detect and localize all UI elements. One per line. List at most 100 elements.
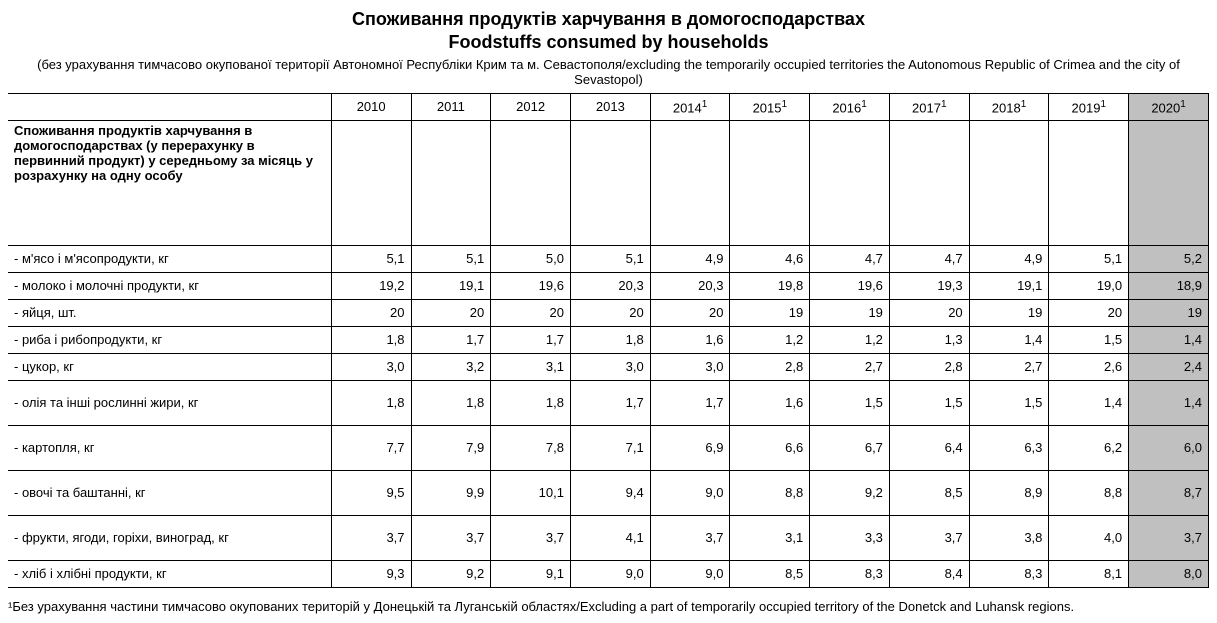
data-cell: 5,0 [491, 245, 571, 272]
data-cell: 7,9 [411, 425, 491, 470]
data-cell: 1,2 [730, 326, 810, 353]
data-cell: 9,1 [491, 560, 571, 587]
data-cell: 19,8 [730, 272, 810, 299]
data-cell: 3,7 [331, 515, 411, 560]
data-cell: 19,3 [889, 272, 969, 299]
row-label: - цукор, кг [8, 353, 331, 380]
row-label: - риба і рибопродукти, кг [8, 326, 331, 353]
data-cell: 3,0 [650, 353, 730, 380]
data-cell: 9,0 [570, 560, 650, 587]
data-cell: 9,2 [411, 560, 491, 587]
data-cell: 2,8 [730, 353, 810, 380]
section-blank-cell [889, 120, 969, 245]
data-cell: 19 [730, 299, 810, 326]
data-cell: 1,5 [889, 380, 969, 425]
row-label: - м'ясо і м'ясопродукти, кг [8, 245, 331, 272]
year-header: 20161 [810, 93, 890, 120]
data-cell: 9,4 [570, 470, 650, 515]
section-blank-cell [570, 120, 650, 245]
data-cell: 1,4 [1129, 326, 1209, 353]
year-header: 2010 [331, 93, 411, 120]
data-cell: 1,3 [889, 326, 969, 353]
data-cell: 6,0 [1129, 425, 1209, 470]
table-row: - хліб і хлібні продукти, кг9,39,29,19,0… [8, 560, 1209, 587]
data-cell: 19,2 [331, 272, 411, 299]
data-cell: 3,7 [1129, 515, 1209, 560]
data-cell: 1,6 [650, 326, 730, 353]
data-cell: 4,6 [730, 245, 810, 272]
title-block: Споживання продуктів харчування в домого… [8, 8, 1209, 87]
data-cell: 9,5 [331, 470, 411, 515]
data-cell: 2,7 [810, 353, 890, 380]
section-blank-cell [491, 120, 571, 245]
data-cell: 19,6 [810, 272, 890, 299]
row-label: - фрукти, ягоди, горіхи, виноград, кг [8, 515, 331, 560]
data-cell: 1,4 [1049, 380, 1129, 425]
data-cell: 3,0 [331, 353, 411, 380]
data-cell: 3,3 [810, 515, 890, 560]
data-cell: 1,4 [969, 326, 1049, 353]
data-cell: 1,8 [570, 326, 650, 353]
section-blank-cell [650, 120, 730, 245]
data-cell: 8,9 [969, 470, 1049, 515]
header-row: 2010201120122013201412015120161201712018… [8, 93, 1209, 120]
data-cell: 6,4 [889, 425, 969, 470]
year-header: 2012 [491, 93, 571, 120]
data-cell: 7,7 [331, 425, 411, 470]
table-row: - м'ясо і м'ясопродукти, кг5,15,15,05,14… [8, 245, 1209, 272]
data-cell: 1,5 [969, 380, 1049, 425]
data-cell: 1,7 [411, 326, 491, 353]
table-row: - яйця, шт.2020202020191920192019 [8, 299, 1209, 326]
data-table: 2010201120122013201412015120161201712018… [8, 93, 1209, 588]
section-row: Споживання продуктів харчування в домого… [8, 120, 1209, 245]
data-cell: 3,1 [491, 353, 571, 380]
data-cell: 1,5 [1049, 326, 1129, 353]
data-cell: 8,8 [730, 470, 810, 515]
data-cell: 9,0 [650, 560, 730, 587]
data-cell: 1,6 [730, 380, 810, 425]
table-row: - овочі та баштанні, кг9,59,910,19,49,08… [8, 470, 1209, 515]
data-cell: 2,8 [889, 353, 969, 380]
data-cell: 19 [810, 299, 890, 326]
data-cell: 8,7 [1129, 470, 1209, 515]
section-blank-cell [411, 120, 491, 245]
data-cell: 4,9 [650, 245, 730, 272]
data-cell: 4,9 [969, 245, 1049, 272]
title-uk: Споживання продуктів харчування в домого… [8, 8, 1209, 31]
data-cell: 3,2 [411, 353, 491, 380]
data-cell: 7,1 [570, 425, 650, 470]
data-cell: 8,0 [1129, 560, 1209, 587]
data-cell: 20 [889, 299, 969, 326]
data-cell: 20 [491, 299, 571, 326]
row-label: - олія та інші рослинні жири, кг [8, 380, 331, 425]
data-cell: 1,4 [1129, 380, 1209, 425]
data-cell: 20 [570, 299, 650, 326]
data-cell: 8,4 [889, 560, 969, 587]
table-row: - молоко і молочні продукти, кг19,219,11… [8, 272, 1209, 299]
data-cell: 5,2 [1129, 245, 1209, 272]
table-row: - риба і рибопродукти, кг1,81,71,71,81,6… [8, 326, 1209, 353]
data-cell: 20 [650, 299, 730, 326]
footnote: ¹Без урахування частини тимчасово окупов… [8, 598, 1209, 616]
data-cell: 20 [331, 299, 411, 326]
data-cell: 3,1 [730, 515, 810, 560]
data-cell: 4,0 [1049, 515, 1129, 560]
header-blank [8, 93, 331, 120]
data-cell: 5,1 [570, 245, 650, 272]
section-blank-cell [810, 120, 890, 245]
data-cell: 3,7 [650, 515, 730, 560]
data-cell: 20 [1049, 299, 1129, 326]
data-cell: 4,7 [810, 245, 890, 272]
data-cell: 6,9 [650, 425, 730, 470]
data-cell: 9,2 [810, 470, 890, 515]
table-row: - цукор, кг3,03,23,13,03,02,82,72,82,72,… [8, 353, 1209, 380]
data-cell: 8,5 [889, 470, 969, 515]
data-cell: 6,2 [1049, 425, 1129, 470]
data-cell: 6,6 [730, 425, 810, 470]
data-cell: 10,1 [491, 470, 571, 515]
data-cell: 4,7 [889, 245, 969, 272]
data-cell: 18,9 [1129, 272, 1209, 299]
year-header: 20191 [1049, 93, 1129, 120]
year-header: 20141 [650, 93, 730, 120]
data-cell: 1,5 [810, 380, 890, 425]
